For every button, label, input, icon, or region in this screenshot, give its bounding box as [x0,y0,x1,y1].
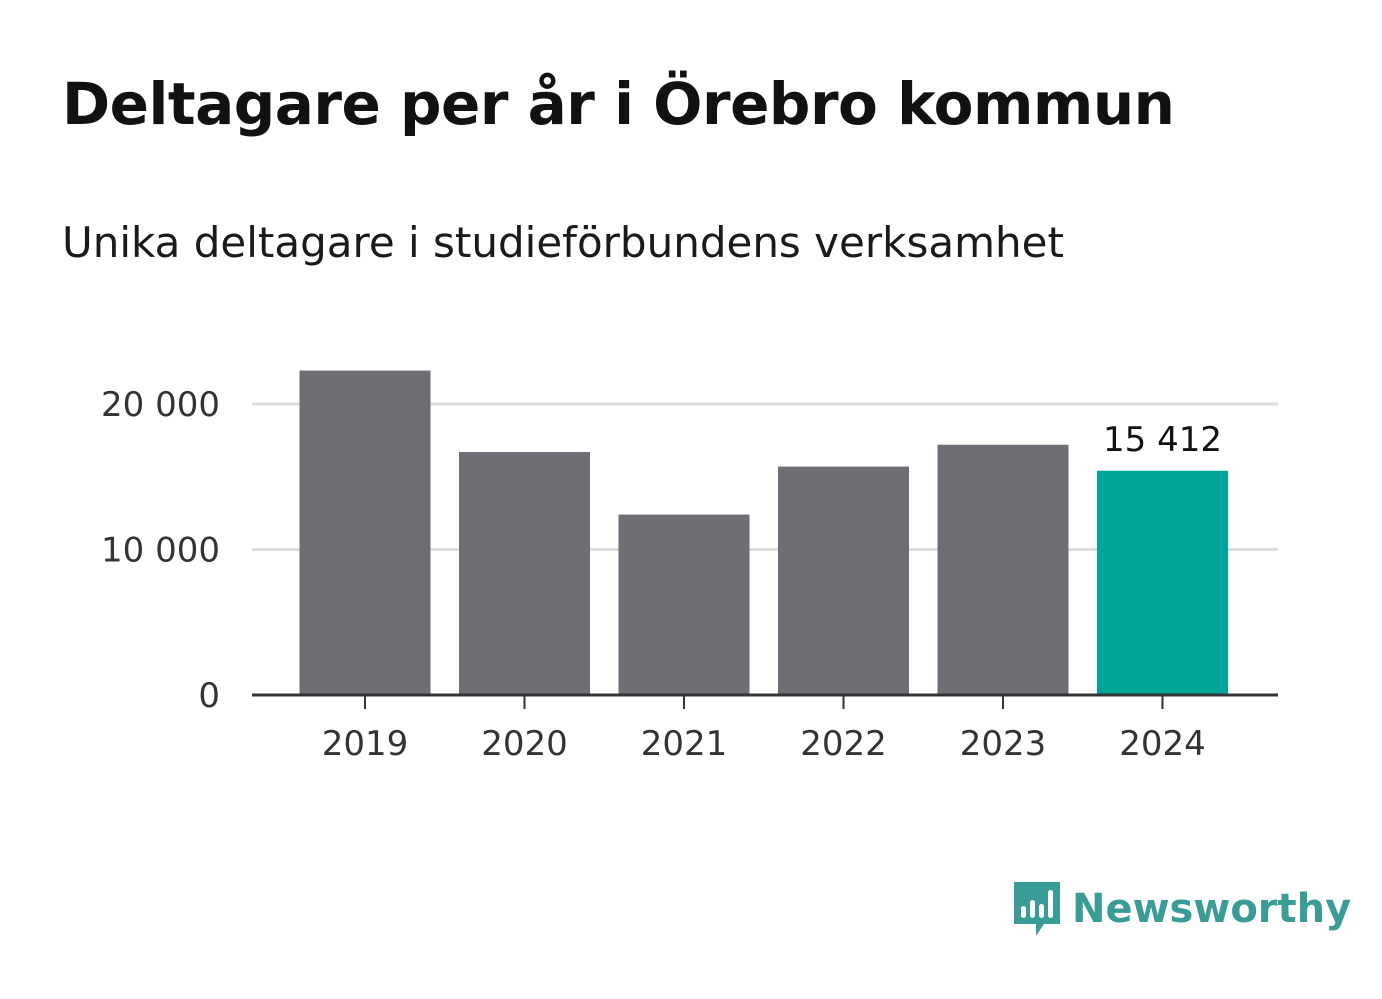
logo-text: Newsworthy [1072,886,1352,932]
data-label: 15 412 [1103,420,1222,460]
x-tick-label: 2021 [641,724,728,764]
y-tick-label: 20 000 [101,385,220,425]
bar-2023 [937,444,1069,695]
newsworthy-icon [1014,882,1060,936]
x-tick-label: 2019 [322,724,409,764]
chart-title: Deltagare per år i Örebro kommun [62,70,1175,138]
bar-2019 [299,370,431,695]
y-tick-label: 0 [198,676,220,716]
bar-2022 [778,466,909,695]
chart-subtitle: Unika deltagare i studieförbundens verks… [62,218,1064,267]
x-tick-label: 2023 [960,724,1047,764]
newsworthy-logo: Newsworthy [1010,878,1351,940]
y-tick-label: 10 000 [101,531,220,571]
x-tick-label: 2024 [1119,724,1206,764]
x-tick-label: 2022 [800,724,887,764]
bar-2024 [1097,470,1228,695]
bar-2020 [459,452,590,695]
bar-2021 [618,514,750,695]
x-tick-label: 2020 [481,724,568,764]
